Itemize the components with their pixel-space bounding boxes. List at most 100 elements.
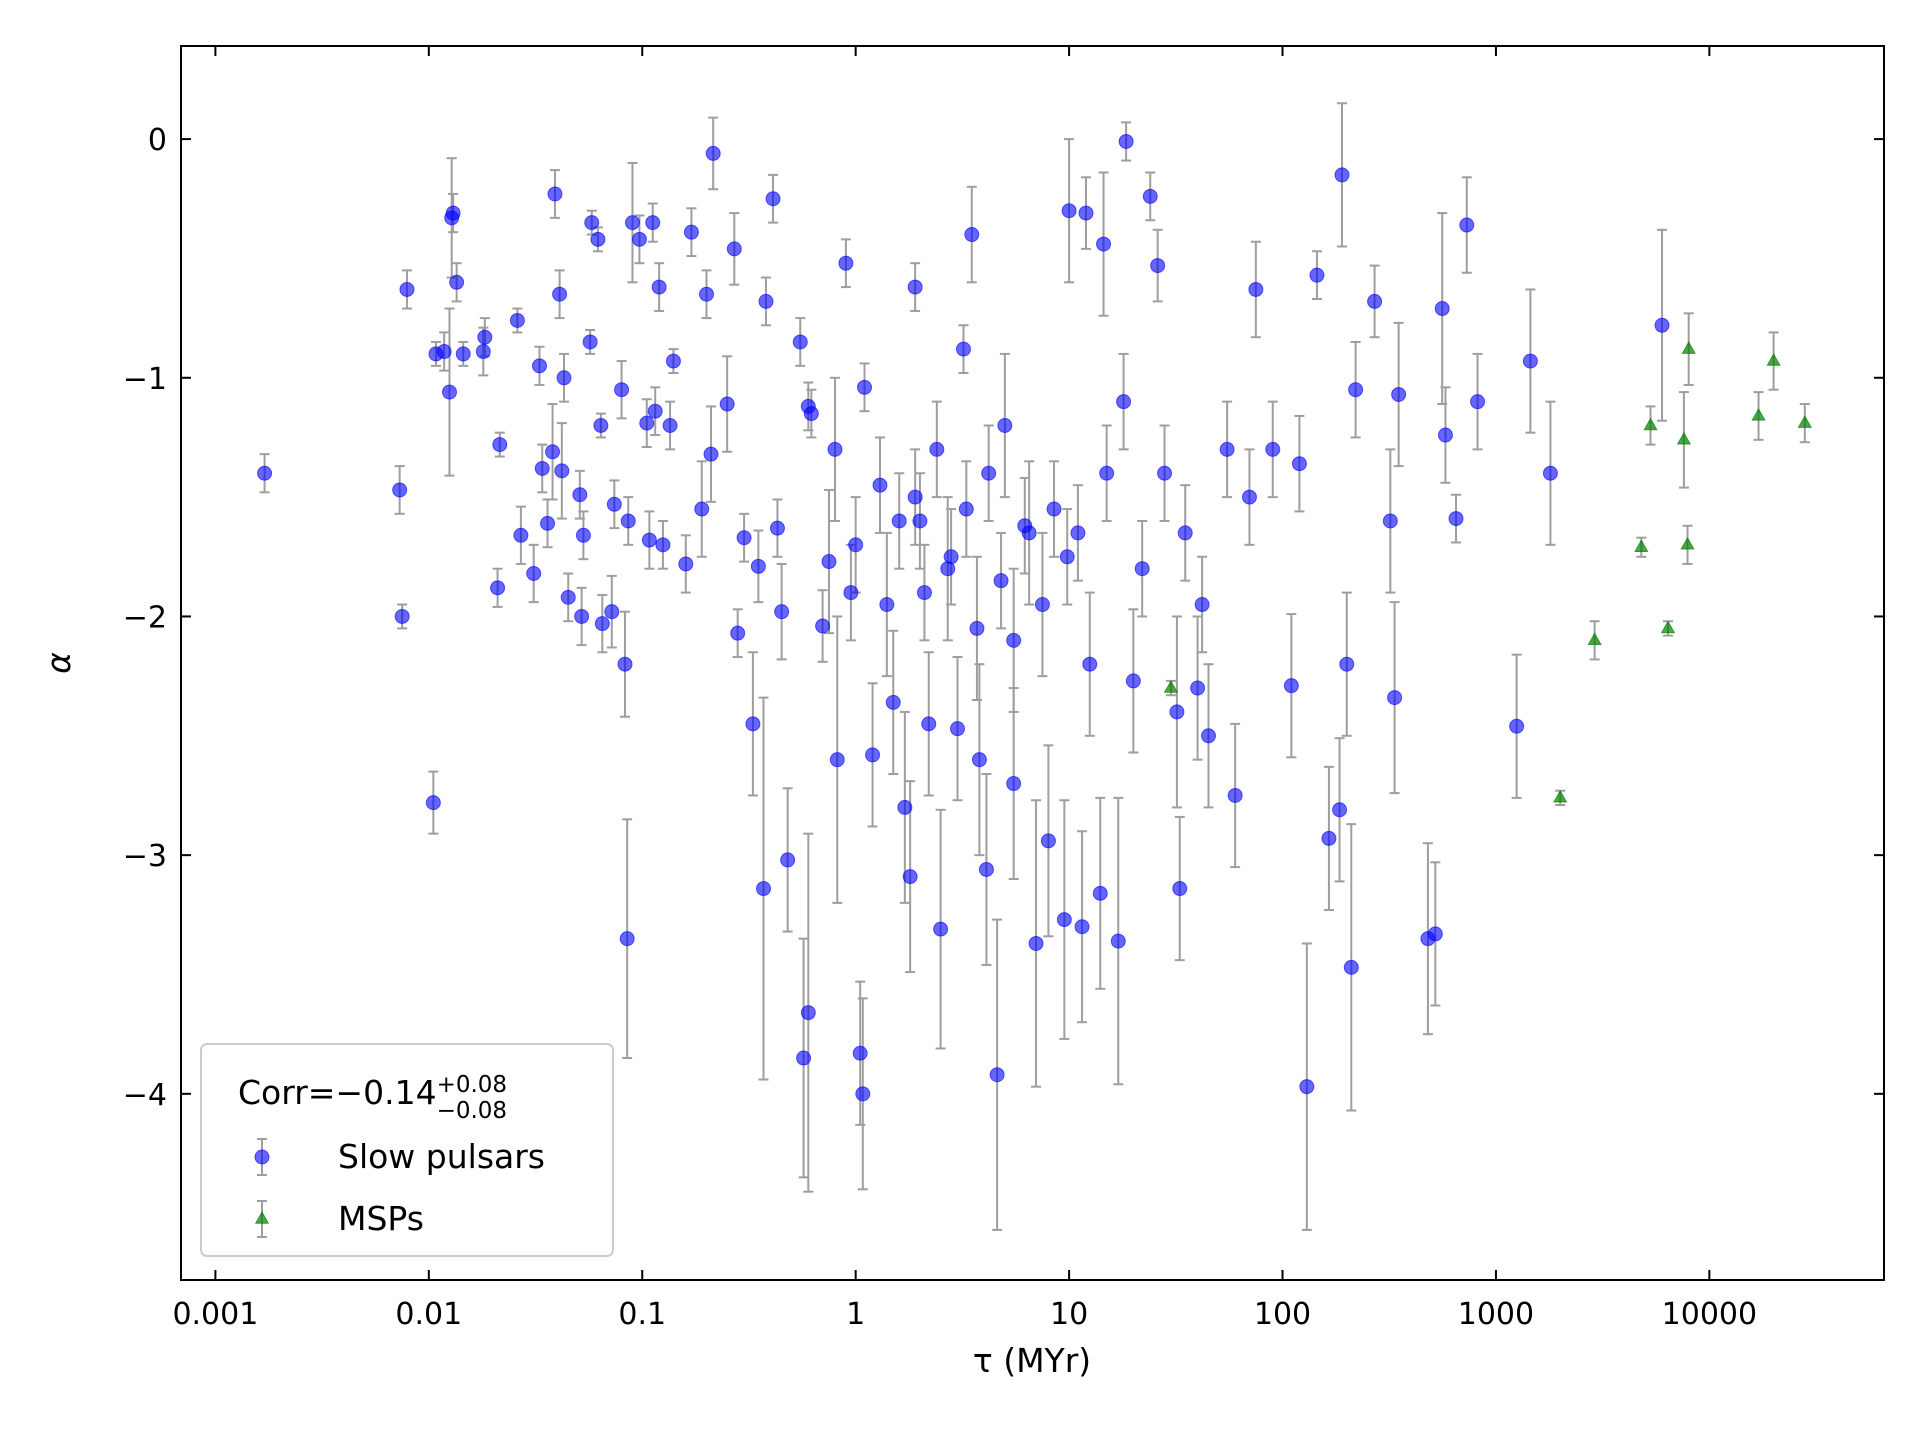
point <box>989 1067 1005 1083</box>
point <box>399 281 415 297</box>
point <box>641 532 657 548</box>
point <box>907 489 923 505</box>
point <box>1142 188 1158 204</box>
point <box>730 625 746 641</box>
point <box>1074 919 1090 935</box>
point <box>1082 656 1098 672</box>
point <box>526 565 542 581</box>
point <box>1006 632 1022 648</box>
point <box>1797 415 1812 428</box>
point <box>758 293 774 309</box>
point <box>949 721 965 737</box>
point <box>1227 787 1243 803</box>
point <box>1116 394 1132 410</box>
point <box>921 716 937 732</box>
point <box>1434 301 1450 317</box>
point <box>554 463 570 479</box>
legend-title-upper: +0.08 <box>437 1072 507 1098</box>
point <box>1017 518 1033 534</box>
point <box>897 799 913 815</box>
point <box>865 747 881 763</box>
point <box>678 556 694 572</box>
point <box>1040 833 1056 849</box>
point <box>620 513 636 529</box>
point <box>955 341 971 357</box>
point <box>1321 830 1337 846</box>
point <box>838 255 854 271</box>
point <box>475 344 491 360</box>
point <box>1299 1079 1315 1095</box>
point <box>1078 205 1094 221</box>
point <box>425 795 441 811</box>
point <box>683 224 699 240</box>
point <box>442 384 458 400</box>
point <box>1125 673 1141 689</box>
y-tick-label: −3 <box>123 839 167 874</box>
y-tick-label: −4 <box>123 1078 167 1113</box>
point <box>455 346 471 362</box>
y-tick-label: 0 <box>148 123 167 158</box>
legend-marker <box>254 1210 270 1224</box>
point <box>1680 536 1695 550</box>
point <box>534 460 550 476</box>
x-tick-label: 0.001 <box>172 1297 258 1332</box>
point <box>1339 656 1355 672</box>
point <box>1006 776 1022 792</box>
point <box>978 861 994 877</box>
point <box>827 441 843 457</box>
point <box>490 580 506 596</box>
point <box>769 520 785 536</box>
point <box>606 496 622 512</box>
legend-marker <box>254 1149 270 1165</box>
point <box>1387 690 1403 706</box>
point <box>582 334 598 350</box>
x-axis-label: τ (MYr) <box>973 1341 1091 1380</box>
point <box>796 1050 812 1066</box>
point <box>604 604 620 620</box>
point <box>593 418 609 434</box>
point <box>916 585 932 601</box>
point <box>1448 511 1464 527</box>
point <box>1437 427 1453 443</box>
y-axis-label: α <box>39 652 78 674</box>
point <box>1028 935 1044 951</box>
point <box>1190 680 1206 696</box>
plot-area <box>257 102 1812 1231</box>
point <box>1291 456 1307 472</box>
point <box>821 554 837 570</box>
point <box>1681 341 1696 354</box>
point <box>655 537 671 553</box>
point <box>1654 317 1670 333</box>
axes-frame <box>180 45 1885 1281</box>
point <box>1163 680 1179 693</box>
point <box>774 604 790 620</box>
point <box>257 465 273 481</box>
legend-title: Corr=−0.14+0.08 −0.08 <box>238 1072 507 1124</box>
point <box>665 353 681 369</box>
point <box>1283 678 1299 694</box>
point <box>891 513 907 529</box>
point <box>1219 441 1235 457</box>
point <box>1177 525 1193 541</box>
point <box>857 379 873 395</box>
point <box>981 465 997 481</box>
point <box>698 286 714 302</box>
point <box>848 537 864 553</box>
point <box>572 487 588 503</box>
point <box>1070 525 1086 541</box>
point <box>843 585 859 601</box>
point <box>1343 959 1359 975</box>
point <box>1587 632 1602 646</box>
point <box>902 869 918 885</box>
point <box>1309 267 1325 283</box>
legend-title-lower: −0.08 <box>437 1098 507 1124</box>
x-tick-label: 1000 <box>1458 1297 1534 1332</box>
point <box>560 589 576 605</box>
x-tick-label: 100 <box>1254 1297 1311 1332</box>
x-tick-label: 1 <box>846 1297 865 1332</box>
legend-label: MSPs <box>338 1199 424 1238</box>
point <box>1470 394 1486 410</box>
point <box>943 549 959 565</box>
